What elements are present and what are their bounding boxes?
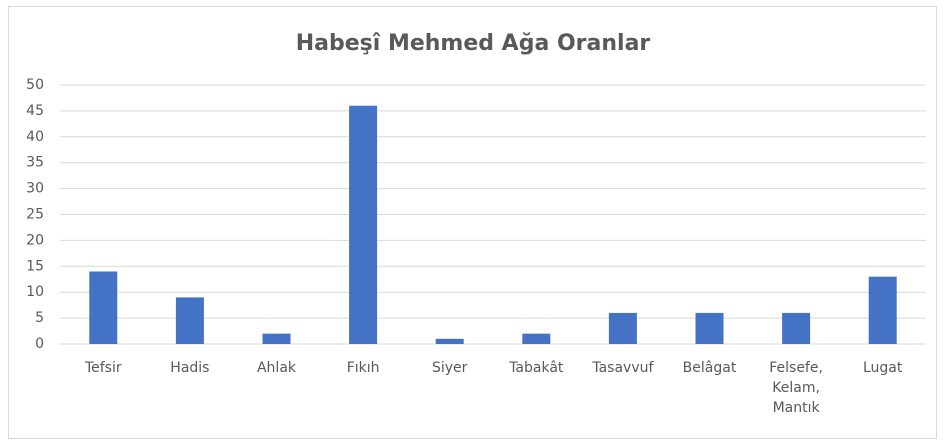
bar bbox=[262, 333, 291, 344]
y-tick-label: 5 bbox=[35, 310, 44, 326]
x-tick-label: Hadis bbox=[170, 360, 210, 376]
y-tick-label: 20 bbox=[26, 232, 44, 248]
bar bbox=[782, 312, 811, 344]
y-tick-label: 50 bbox=[26, 77, 44, 93]
y-tick-label: 15 bbox=[26, 258, 44, 274]
x-tick-label: Tabakât bbox=[509, 360, 564, 376]
bar bbox=[608, 312, 637, 344]
bar bbox=[175, 297, 204, 344]
bar bbox=[522, 333, 551, 344]
x-tick-label: Tefsir bbox=[84, 360, 122, 376]
chart-title: Habeşî Mehmed Ağa Oranlar bbox=[296, 31, 651, 56]
x-tick-label: Siyer bbox=[431, 360, 468, 376]
bar bbox=[435, 338, 464, 344]
y-tick-label: 0 bbox=[35, 336, 44, 352]
bar bbox=[89, 271, 118, 344]
bar bbox=[349, 105, 378, 344]
x-tick-label: Lugat bbox=[862, 360, 903, 376]
x-tick-label: Felsefe, Kelam, Mantık bbox=[769, 360, 823, 416]
y-tick-label: 40 bbox=[26, 129, 44, 145]
bar bbox=[695, 312, 724, 344]
bar bbox=[868, 276, 897, 344]
y-tick-label: 10 bbox=[26, 284, 44, 300]
y-tick-label: 30 bbox=[26, 181, 44, 197]
y-tick-label: 25 bbox=[26, 207, 44, 223]
y-tick-label: 45 bbox=[26, 103, 44, 119]
x-tick-label: Fıkıh bbox=[346, 360, 380, 376]
chart-border bbox=[8, 6, 937, 439]
y-tick-label: 35 bbox=[26, 155, 44, 171]
x-tick-label: Tasavvuf bbox=[592, 360, 654, 376]
x-tick-label: Belâgat bbox=[682, 360, 737, 376]
x-tick-label: Ahlak bbox=[256, 360, 297, 376]
